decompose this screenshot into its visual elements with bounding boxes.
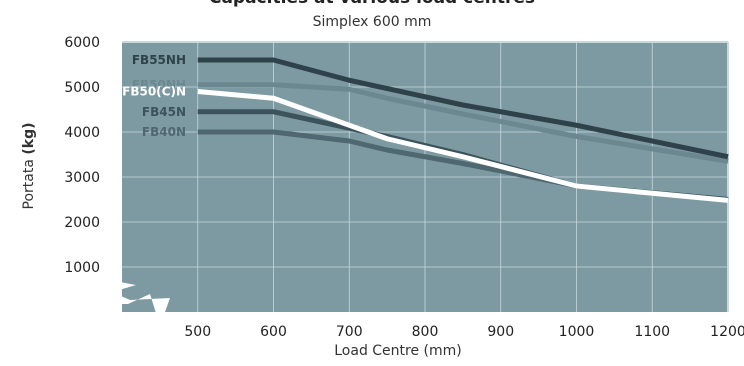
y-tick-label: 1000 bbox=[64, 260, 100, 276]
y-tick-label: 3000 bbox=[64, 170, 100, 186]
y-tick-label: 6000 bbox=[64, 35, 100, 51]
x-tick-label: 1100 bbox=[634, 324, 670, 340]
series-lines bbox=[197, 57, 729, 203]
series-label-fb50-c-n: FB50(C)N bbox=[122, 85, 186, 99]
x-tick-label: 500 bbox=[184, 324, 211, 340]
x-tick-label: 1000 bbox=[559, 324, 595, 340]
chart-subtitle: Simplex 600 mm bbox=[313, 14, 432, 30]
x-tick-label: 800 bbox=[412, 324, 439, 340]
series-label-fb50nh: FB50NH bbox=[132, 78, 186, 92]
y-tick-label: 4000 bbox=[64, 125, 100, 141]
y-tick-label: 2000 bbox=[64, 215, 100, 231]
x-tick-label: 1200 bbox=[710, 324, 744, 340]
series-line-fb50nh bbox=[197, 82, 729, 164]
y-axis-label-unit: (kg) bbox=[21, 123, 37, 155]
series-line-fb50-c-n bbox=[197, 89, 729, 203]
y-axis-label-text: Portata bbox=[21, 155, 37, 210]
x-tick-labels: 500 600 700 800 900 1000 1100 1200 bbox=[184, 324, 744, 340]
y-axis-label: Portata (kg) bbox=[21, 123, 37, 210]
series-line-fb55nh bbox=[197, 57, 729, 160]
x-tick-label: 600 bbox=[260, 324, 287, 340]
x-tick-label: 900 bbox=[487, 324, 514, 340]
chart-title: Capacities at various load centres bbox=[209, 0, 535, 8]
series-label-fb40n: FB40N bbox=[142, 125, 186, 139]
series-labels: FB40N FB45N FB50NH FB55NH FB50(C)N bbox=[122, 53, 186, 139]
y-tick-label: 5000 bbox=[64, 80, 100, 96]
x-tick-label: 700 bbox=[336, 324, 363, 340]
y-tick-labels: 1000 2000 3000 4000 5000 6000 bbox=[64, 35, 100, 276]
series-label-fb45n: FB45N bbox=[142, 105, 186, 119]
axis-break-mark bbox=[98, 278, 170, 326]
x-axis-label: Load Centre (mm) bbox=[334, 343, 462, 359]
series-label-fb55nh: FB55NH bbox=[132, 53, 186, 67]
